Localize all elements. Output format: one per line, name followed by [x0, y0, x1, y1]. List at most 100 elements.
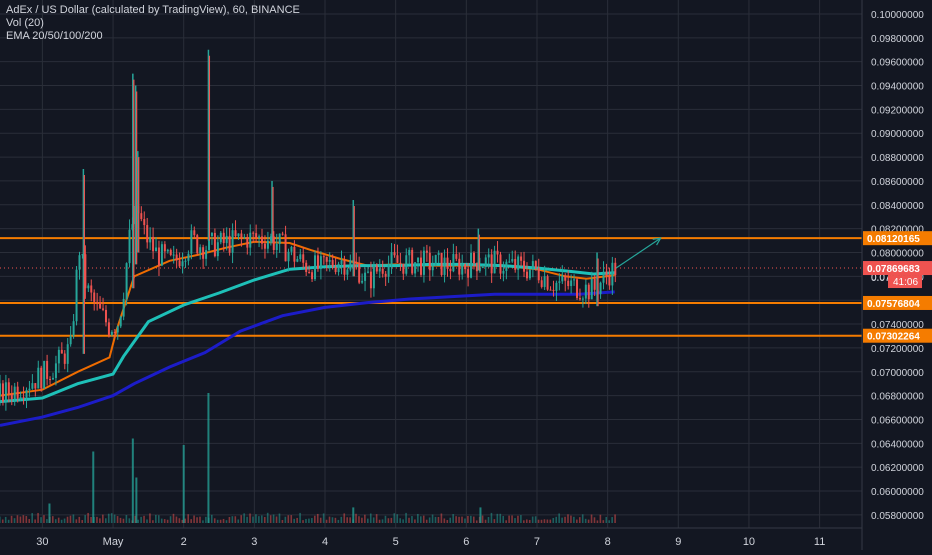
time-tick-label: 30 — [36, 536, 48, 548]
candle-body — [49, 378, 52, 380]
volume-bar — [43, 515, 45, 523]
volume-bar — [481, 515, 484, 523]
legend-volume[interactable]: Vol (20) — [6, 17, 44, 29]
volume-bar — [611, 517, 613, 523]
volume-bar — [567, 514, 569, 523]
candle-body — [314, 255, 317, 280]
volume-bar — [346, 517, 348, 523]
candle-body — [155, 247, 158, 252]
time-tick-label: 6 — [463, 536, 469, 548]
candle-body — [16, 386, 19, 399]
candle-body — [608, 275, 611, 286]
candle-body — [334, 267, 337, 273]
volume-bar — [372, 517, 375, 523]
volume-bar — [405, 512, 407, 523]
volume-bar — [196, 517, 198, 523]
volume-bar — [152, 520, 154, 523]
volume-bar — [508, 515, 510, 523]
volume-bar — [573, 516, 575, 523]
candle-body — [152, 236, 155, 252]
candle-body — [358, 263, 361, 283]
volume-bar — [272, 514, 275, 523]
candle-body — [243, 237, 246, 239]
candle-body — [355, 261, 358, 264]
volume-bar — [458, 516, 460, 523]
volume-bar — [246, 516, 248, 523]
time-tick-label: 4 — [322, 536, 328, 548]
volume-bar — [570, 515, 572, 523]
price-tick-label: 0.09400000 — [871, 82, 924, 93]
volume-bar — [308, 518, 310, 523]
volume-bar — [479, 507, 482, 523]
candle-body — [599, 282, 602, 294]
trend-arrow-shaft — [615, 237, 661, 269]
candle-body — [252, 232, 255, 234]
candle-body — [205, 250, 208, 259]
candle-body — [72, 321, 75, 336]
candle-body — [573, 279, 576, 281]
horizontal-levels[interactable] — [0, 237, 862, 337]
volume-bar — [561, 517, 563, 523]
time-axis[interactable]: 30 May 2 3 4 5 6 7 8 9 10 11 — [0, 527, 862, 548]
candle-body — [149, 236, 152, 243]
candle-body — [505, 261, 508, 271]
price-tick-label: 0.05800000 — [871, 511, 924, 522]
volume-bar — [255, 514, 257, 523]
volume-bar — [34, 519, 36, 523]
candle-body — [175, 254, 178, 261]
volume-bar — [137, 519, 139, 523]
candle-body — [593, 278, 596, 290]
candle-body — [511, 259, 514, 262]
candle-body — [467, 269, 470, 278]
volume-bar — [210, 514, 213, 523]
volume-bar — [411, 516, 413, 523]
candle-body — [104, 309, 107, 323]
volume-bar — [578, 517, 581, 523]
price-tick-label: 0.08200000 — [871, 225, 924, 236]
candle-body — [216, 242, 219, 257]
volume-bar — [358, 516, 360, 523]
volume-bar — [284, 516, 287, 523]
volume-bar — [261, 515, 263, 523]
volume-bar — [131, 438, 134, 523]
volume-bar — [107, 513, 110, 523]
candle-body — [458, 258, 461, 275]
candle-body — [576, 279, 579, 299]
volume-bar — [175, 516, 178, 523]
price-axis[interactable]: 0.05800000 0.06000000 0.06200000 0.06400000… — [861, 0, 932, 550]
volume-bar — [169, 516, 172, 523]
legend-ema[interactable]: EMA 20/50/100/200 — [6, 30, 103, 42]
candle-body — [452, 254, 455, 272]
volume-bar — [564, 516, 566, 523]
candle-body — [46, 360, 49, 379]
volume-bar — [172, 513, 175, 523]
price-tick-label: 0.09800000 — [871, 34, 924, 45]
price-tick-label-partial: 0.078 — [871, 273, 896, 284]
candle-body — [66, 344, 69, 364]
volume-bar — [528, 519, 531, 523]
candle-body — [555, 282, 558, 291]
volume-bar — [475, 520, 478, 523]
volume-bar — [16, 515, 19, 523]
time-tick-label: 7 — [534, 536, 540, 548]
volume-bar — [228, 516, 231, 523]
volume-bar — [258, 516, 260, 523]
candles — [0, 49, 617, 411]
volume-bar — [467, 515, 469, 523]
candle-body — [275, 243, 278, 251]
candle-body — [237, 233, 240, 237]
volume-bar — [517, 515, 519, 523]
candle-body — [113, 331, 116, 333]
level-price-label: 0.07576804 — [867, 299, 920, 310]
volume-bar — [340, 516, 343, 523]
candle-body — [210, 232, 213, 237]
candle-body — [322, 256, 325, 258]
volume-bar — [184, 518, 187, 523]
trend-arrow[interactable] — [615, 237, 662, 269]
candle-body — [266, 240, 269, 249]
volume-bar — [63, 518, 66, 523]
volume-bar — [1, 519, 4, 523]
legend-title[interactable]: AdEx / US Dollar (calculated by TradingV… — [6, 4, 300, 16]
